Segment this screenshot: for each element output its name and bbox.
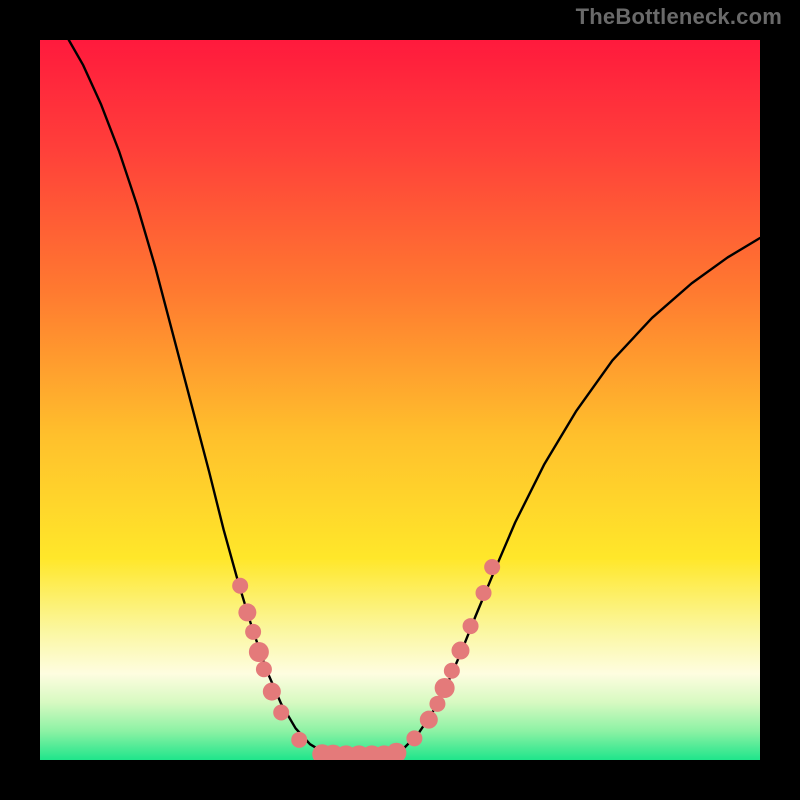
data-marker [451,642,469,660]
data-marker [245,624,261,640]
data-marker [256,661,272,677]
watermark-text: TheBottleneck.com [576,4,782,30]
data-marker [435,678,455,698]
data-marker [429,696,445,712]
data-marker [273,704,289,720]
chart-background [40,40,760,760]
data-marker [249,642,269,662]
plot-area [40,40,760,760]
data-marker [444,663,460,679]
data-marker [476,585,492,601]
data-marker [232,578,248,594]
data-marker [463,618,479,634]
data-marker [263,683,281,701]
data-marker [420,711,438,729]
chart-svg [40,40,760,760]
data-marker [291,732,307,748]
chart-container: TheBottleneck.com [0,0,800,800]
data-marker [406,730,422,746]
data-marker [484,559,500,575]
data-marker [238,603,256,621]
